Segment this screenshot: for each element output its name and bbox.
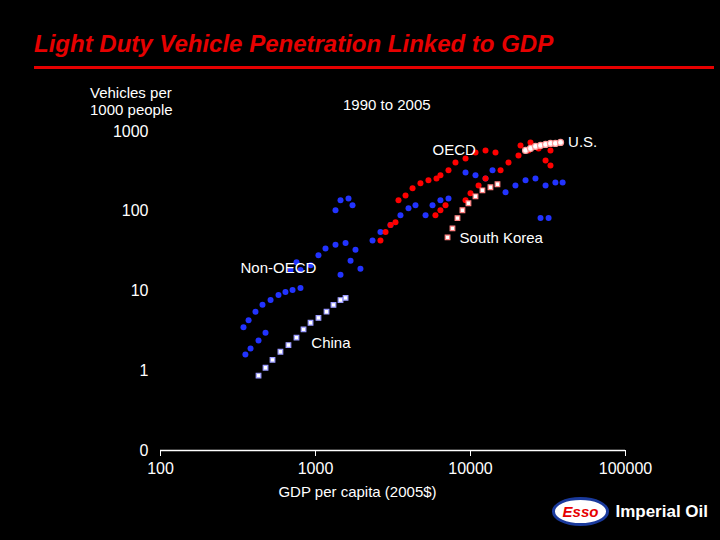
svg-text:China: China bbox=[311, 334, 351, 351]
html-text:Imperial Oil: Imperial Oil bbox=[615, 501, 708, 521]
html-text:GDP per capita (2005$): GDP per capita (2005$) bbox=[278, 483, 437, 500]
svg-text:Non-OECD: Non-OECD bbox=[240, 259, 316, 276]
svg-text:0: 0 bbox=[140, 442, 149, 459]
html-text:Esso: Esso bbox=[562, 503, 599, 520]
svg-text:South Korea: South Korea bbox=[460, 229, 544, 246]
svg-text:1: 1 bbox=[140, 362, 149, 379]
svg-text:10000: 10000 bbox=[448, 460, 493, 477]
svg-text:100000: 100000 bbox=[599, 460, 652, 477]
svg-text:100: 100 bbox=[147, 460, 174, 477]
svg-text:U.S.: U.S. bbox=[568, 133, 597, 150]
svg-text:1000: 1000 bbox=[113, 123, 149, 140]
html-text:Light Duty Vehicle Penetration: Light Duty Vehicle Penetration Linked to… bbox=[34, 30, 554, 57]
svg-text:OECD: OECD bbox=[433, 141, 477, 158]
svg-text:1000: 1000 bbox=[298, 460, 334, 477]
svg-text:100: 100 bbox=[122, 202, 149, 219]
html-text:Vehicles per 1000 people: Vehicles per 1000 people bbox=[90, 84, 173, 118]
svg-text:10: 10 bbox=[131, 282, 149, 299]
html-text:1990 to 2005: 1990 to 2005 bbox=[343, 96, 431, 113]
